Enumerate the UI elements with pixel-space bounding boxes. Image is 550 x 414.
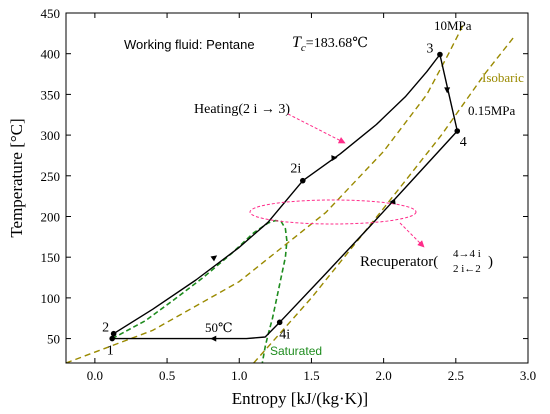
y-tick-label: 150	[41, 250, 61, 265]
state-point-label-4i: 4i	[279, 327, 290, 342]
state-point-1	[109, 335, 115, 342]
state-point-label-1: 1	[107, 344, 114, 359]
y-axis-label: Temperature [°C]	[7, 118, 26, 237]
saturation-dome-curve	[111, 219, 288, 363]
x-axis-label: Entropy [kJ/(kg·K)]	[232, 389, 368, 408]
plot-border	[65, 12, 529, 364]
recuperator-label: Recuperator(	[360, 254, 438, 270]
x-tick-label: 3.0	[520, 368, 536, 383]
state-point-2	[110, 330, 117, 337]
flow-direction-arrow	[331, 155, 338, 162]
isobar-low-curve	[253, 36, 515, 363]
state-point-label-2i: 2i	[290, 162, 301, 177]
working-fluid-label: Working fluid: Pentane	[124, 37, 255, 52]
recuperator-top-label: 4→4 i	[453, 248, 481, 260]
plot-frame	[65, 12, 529, 364]
flow-direction-arrow	[210, 255, 218, 262]
flow-direction-arrow	[444, 87, 451, 94]
x-tick-label: 1.0	[231, 368, 247, 383]
y-tick-label: 100	[41, 291, 61, 306]
y-tick-label: 300	[41, 128, 61, 143]
flow-direction-arrow	[210, 335, 217, 342]
y-tick-label: 50	[47, 332, 60, 347]
low-pressure-label: 0.15MPa	[468, 103, 516, 118]
y-tick-label: 250	[41, 169, 61, 184]
isobar-high-curve	[66, 24, 464, 363]
recuperator-ellipse	[249, 199, 417, 225]
flow-direction-arrow	[389, 198, 396, 205]
state-point-label-4: 4	[460, 135, 467, 150]
condensation-temperature-label: 50℃	[205, 320, 233, 335]
x-tick-label: 1.5	[303, 368, 319, 383]
state-point-3	[437, 51, 443, 58]
x-tick-label: 0.0	[87, 368, 103, 383]
cycle-4-4i-curve	[279, 130, 458, 323]
recuperator-pointer	[399, 222, 425, 248]
state-point-label-3: 3	[426, 42, 433, 57]
curves-layer	[66, 24, 515, 363]
cycle-3-4-curve	[439, 54, 458, 132]
y-tick-label: 200	[41, 209, 61, 224]
cycle-marks: 1 2 2i 3 4 4i	[102, 42, 467, 359]
high-pressure-label: 10MPa	[434, 18, 472, 33]
y-tick-label: 350	[41, 87, 61, 102]
heating-pointer	[287, 113, 346, 144]
state-point-4i	[276, 319, 283, 326]
isobaric-label: Isobaric	[482, 70, 524, 85]
tick-layer: 0.0 0.5 1.0 1.5 2.0 2.5 3.05010015020025030035…	[41, 6, 537, 383]
cycle-2-3-curve	[113, 54, 441, 335]
state-point-label-2: 2	[102, 321, 109, 336]
y-tick-label: 450	[41, 6, 61, 21]
cycle-4i-1-curve	[112, 321, 281, 340]
recuperator-bottom-label: 2 i←2	[453, 263, 481, 275]
x-tick-label: 2.5	[448, 368, 464, 383]
recuperator-close-label: )	[488, 254, 493, 270]
x-tick-label: 2.0	[376, 368, 392, 383]
x-tick-label: 0.5	[159, 368, 175, 383]
critical-temperature-label: Tc=183.68℃	[292, 34, 368, 54]
state-point-4	[454, 128, 461, 134]
saturated-label: Saturated	[270, 344, 322, 358]
state-point-2i	[299, 177, 306, 184]
y-tick-label: 400	[41, 47, 61, 62]
heating-label: Heating(2 i → 3)	[194, 102, 290, 117]
